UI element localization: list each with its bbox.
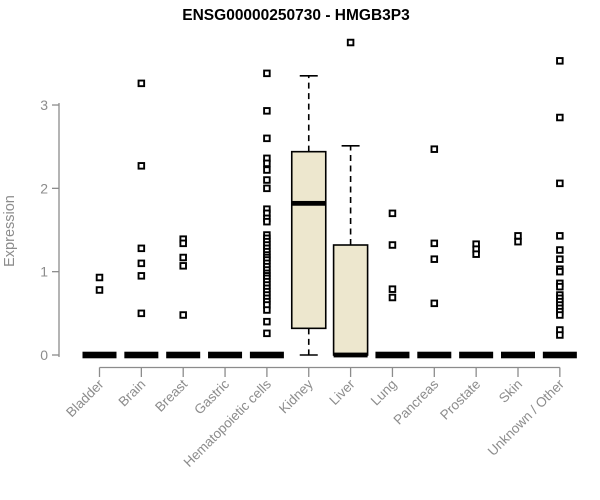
- outlier-point: [556, 282, 564, 291]
- x-category-label: Kidney: [276, 376, 316, 416]
- outlier-point: [430, 239, 439, 248]
- outlier-point: [179, 262, 187, 270]
- median-line: [333, 352, 368, 358]
- outlier-point: [388, 209, 397, 218]
- collapsed-box: [417, 351, 452, 359]
- outlier-point: [179, 253, 187, 262]
- collapsed-box: [82, 351, 117, 359]
- x-category-label: Lung: [368, 377, 400, 409]
- y-tick-label: 3: [40, 97, 48, 113]
- x-category-label: Gastric: [191, 376, 232, 417]
- outlier-point: [263, 184, 271, 193]
- outlier-point: [556, 113, 564, 122]
- outlier-point: [263, 317, 271, 326]
- outlier-point: [137, 259, 146, 268]
- outlier-point: [472, 250, 480, 258]
- outlier-point: [430, 299, 439, 308]
- outlier-point: [556, 179, 564, 188]
- outlier-point: [263, 217, 271, 226]
- axes: 0 1 2 3: [40, 97, 561, 377]
- boxplot-series: [82, 38, 577, 359]
- chart-title: ENSG00000250730 - HMGB3P3: [182, 7, 410, 24]
- outlier-point: [137, 79, 146, 88]
- y-tick-label: 2: [40, 180, 48, 196]
- outlier-point: [556, 57, 564, 65]
- outlier-point: [137, 162, 146, 170]
- outlier-point: [137, 272, 146, 280]
- outlier-point: [514, 232, 522, 240]
- collapsed-box: [166, 351, 201, 359]
- outlier-point: [263, 176, 271, 184]
- box-group-brain: [124, 79, 159, 359]
- outlier-point: [179, 239, 187, 248]
- outlier-point: [430, 145, 439, 153]
- box-group-lung: [375, 209, 410, 359]
- outlier-point: [263, 134, 271, 143]
- outlier-point: [388, 241, 397, 249]
- collapsed-box: [249, 351, 284, 359]
- median-line: [291, 200, 326, 206]
- box-group-bladder: [82, 273, 117, 359]
- collapsed-box: [542, 351, 577, 359]
- outlier-point: [556, 255, 564, 263]
- x-category-label: Bladder: [63, 376, 107, 420]
- box-group-liver: [332, 38, 369, 358]
- outlier-point: [179, 311, 187, 319]
- outlier-point: [556, 267, 564, 276]
- outlier-point: [514, 237, 522, 246]
- x-category-label: Skin: [496, 377, 525, 406]
- collapsed-box: [501, 351, 535, 359]
- x-category-label: Prostate: [437, 377, 483, 423]
- outlier-point: [95, 273, 104, 282]
- box-group-hematopoietic-cells: [249, 69, 284, 359]
- outlier-point: [95, 286, 104, 294]
- outlier-point: [263, 69, 271, 78]
- outlier-point: [556, 232, 564, 240]
- outlier-point: [263, 306, 271, 314]
- outlier-point: [388, 293, 397, 302]
- outlier-point: [137, 244, 146, 253]
- outlier-point: [556, 246, 564, 254]
- iqr-box: [332, 244, 369, 356]
- outlier-point: [263, 329, 271, 338]
- collapsed-box: [208, 351, 243, 359]
- y-axis-title: Expression: [2, 195, 18, 267]
- box-group-unknown-other: [542, 57, 577, 359]
- outlier-point: [263, 166, 271, 174]
- outlier-point: [263, 107, 271, 115]
- outlier-point: [556, 311, 564, 319]
- iqr-box: [290, 150, 327, 330]
- box-group-gastric: [208, 351, 243, 359]
- y-tick-label: 0: [40, 347, 48, 363]
- x-category-label: Unknown / Other: [485, 376, 568, 459]
- outlier-point: [556, 331, 564, 339]
- x-category-label: Liver: [326, 376, 358, 408]
- x-category-label: Brain: [116, 377, 149, 410]
- outlier-point: [430, 255, 439, 263]
- outlier-point: [263, 159, 271, 168]
- outlier-point: [388, 285, 397, 293]
- box-group-pancreas: [417, 145, 452, 359]
- box-group-skin: [501, 232, 535, 359]
- box-group-breast: [166, 235, 201, 359]
- x-category-label: Pancreas: [390, 376, 441, 427]
- outlier-point: [137, 309, 146, 318]
- y-tick-label: 1: [40, 264, 48, 280]
- collapsed-box: [124, 351, 159, 359]
- box-group-prostate: [459, 240, 494, 359]
- collapsed-box: [459, 351, 494, 359]
- box-group-kidney: [290, 75, 327, 356]
- collapsed-box: [375, 351, 410, 359]
- outlier-point: [346, 38, 355, 47]
- x-category-label: Breast: [152, 376, 190, 414]
